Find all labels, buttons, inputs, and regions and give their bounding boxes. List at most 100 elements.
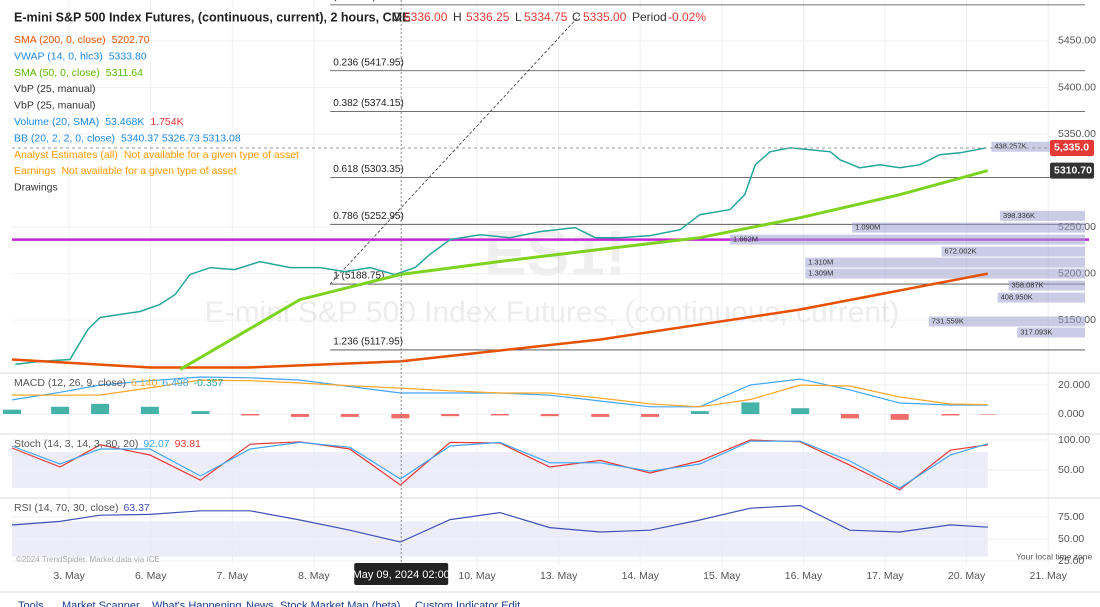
indicator-name: Drawings — [14, 181, 58, 193]
indicator-name: VbP (25, manual) — [14, 99, 96, 111]
ohlc-value: 5336.25 — [466, 10, 510, 24]
indicator-name: VbP (25, manual) — [14, 83, 96, 95]
pane-title-name: RSI (14, 70, 30, close) — [14, 502, 118, 514]
series-line — [11, 272, 989, 369]
indicator-value: 5340.37 5326.73 5313.08 — [121, 132, 241, 144]
volume-profile-bar — [991, 141, 1085, 152]
volume-profile-bar — [852, 222, 1085, 233]
x-tick-label: 16. May — [785, 570, 823, 582]
toolbar-item[interactable]: Market Scanner — [62, 600, 140, 607]
histogram-bar — [941, 414, 960, 416]
indicator-value: Not available for a given type of asset — [61, 165, 236, 177]
pane-title: Stoch (14, 3, 14, 3, 80, 20) 92.07 93.81 — [14, 438, 201, 450]
pane-title-value: 92.07 — [143, 438, 169, 450]
credit: ©2024 TrendSpider. Market data via ICE — [16, 555, 160, 564]
histogram-bar — [490, 414, 509, 416]
histogram-bar — [441, 414, 460, 417]
volume-profile-label: 317.093K — [1020, 327, 1052, 336]
fib-label: (5488.75) — [333, 0, 376, 3]
indicator-name: SMA (200, 0, close) — [14, 34, 106, 46]
histogram-bar — [391, 414, 410, 419]
volume-profile-bar — [941, 246, 1085, 257]
volume-profile-label: 358.087K — [1012, 281, 1044, 290]
chart-title: E-mini S&P 500 Index Futures, (continuou… — [14, 10, 410, 24]
series-line — [11, 379, 988, 408]
volume-profile-bar — [805, 257, 1085, 268]
fib-label: 1.236 (5117.95) — [333, 337, 403, 348]
volume-profile-label: 438.257K — [994, 142, 1026, 151]
pane-title-value: 63.37 — [123, 502, 149, 514]
volume-profile-label: 408.950K — [1001, 293, 1033, 302]
volume-profile-label: 1.090M — [855, 223, 880, 232]
indicator-name: BB (20, 2, 2, 0, close) — [14, 132, 115, 144]
pane-title-value: -0.357 — [194, 377, 224, 389]
crosshair-tag — [354, 563, 449, 585]
crosshair-label: May 09, 2024 02:00 — [353, 569, 450, 581]
volume-profile-label: 1.309M — [808, 269, 833, 278]
pane-title-value: 6.140 — [131, 377, 157, 389]
volume-profile-label: 672.002K — [944, 247, 976, 256]
pane-title-name: MACD (12, 26, 9, close) — [14, 377, 126, 389]
pane-title: RSI (14, 70, 30, close) 63.37 — [14, 502, 150, 514]
volume-profile-label: 398.336K — [1003, 211, 1035, 220]
volume-profile-bar — [999, 210, 1085, 221]
indicator-row: VbP (25, manual) — [14, 83, 96, 95]
histogram-bar — [641, 414, 660, 417]
ohlc-value: 5336.00 — [404, 10, 448, 24]
indicator-name: Volume (20, SMA) — [14, 116, 99, 128]
x-tick-label: 21. May — [1030, 570, 1068, 582]
indicator-value: 5202.70 — [112, 34, 150, 46]
histogram-bar — [840, 414, 859, 419]
indicator-value: 5333.80 — [109, 50, 147, 62]
toolbar-item[interactable]: What's Happening — [152, 600, 242, 607]
x-tick-label: 6. May — [135, 570, 167, 582]
price-tag-label: 5310.70 — [1054, 164, 1092, 176]
volume-profile-label: 1.662M — [733, 235, 758, 244]
indicator-row: VbP (25, manual) — [14, 99, 96, 111]
toolbar-item[interactable]: Custom Indicator Edit — [415, 600, 520, 607]
histogram-bar — [241, 414, 260, 416]
price-tag — [1050, 139, 1094, 156]
pane-title-value: 93.81 — [175, 438, 201, 450]
watermark-symbol: ES1! — [484, 217, 626, 289]
volume-profile-bar — [730, 234, 1085, 245]
indicator-row: BB (20, 2, 2, 0, close) 5340.37 5326.73 5… — [14, 132, 241, 144]
indicator-name: VWAP (14, 0, hlc3) — [14, 50, 103, 62]
timezone: Your local time zone — [1016, 551, 1093, 561]
ohlc-key: L — [515, 10, 522, 24]
fib-label: 0.236 (5417.95) — [333, 57, 404, 68]
toolbar-item[interactable]: Tools — [18, 600, 44, 607]
ohlc-value: -0.02% — [668, 10, 706, 24]
toolbar-item[interactable]: Stock Market Map (beta) — [280, 600, 400, 607]
toolbar-item[interactable]: News — [246, 600, 274, 607]
volume-profile-label: 1.310M — [808, 258, 833, 267]
indicator-name: Analyst Estimates (all) — [14, 149, 118, 161]
fib-label: 0.618 (5303.35) — [333, 164, 404, 175]
indicator-row: SMA (200, 0, close) 5202.70 — [14, 34, 150, 46]
indicator-name: Earnings — [14, 165, 55, 177]
x-tick-label: 20. May — [948, 570, 986, 582]
x-tick-label: 7. May — [217, 570, 249, 582]
x-tick-label: 13. May — [540, 570, 578, 582]
pane-title-name: Stoch (14, 3, 14, 3, 80, 20) — [14, 438, 138, 450]
histogram-bar — [791, 408, 810, 415]
pane-title-value: 6.498 — [162, 377, 188, 389]
x-tick-label: 15. May — [703, 570, 741, 582]
indicator-value: 53.468K — [105, 116, 144, 128]
histogram-bar — [741, 402, 760, 415]
x-tick-label: 14. May — [622, 570, 660, 582]
y-tick-label: 25.00 — [1058, 555, 1084, 567]
volume-profile-bar — [1017, 327, 1085, 338]
histogram-bar — [540, 414, 559, 417]
series-line — [179, 169, 989, 371]
histogram-bar — [690, 411, 709, 415]
y-tick-label: 5400.00 — [1058, 81, 1096, 93]
histogram-bar — [978, 414, 997, 415]
indicator-value: 1.754K — [150, 116, 183, 128]
indicator-value: Not available for a given type of asset — [124, 149, 299, 161]
histogram-bar — [890, 414, 909, 420]
series-line — [15, 147, 986, 366]
volume-profile-label: 731.559K — [932, 316, 964, 325]
